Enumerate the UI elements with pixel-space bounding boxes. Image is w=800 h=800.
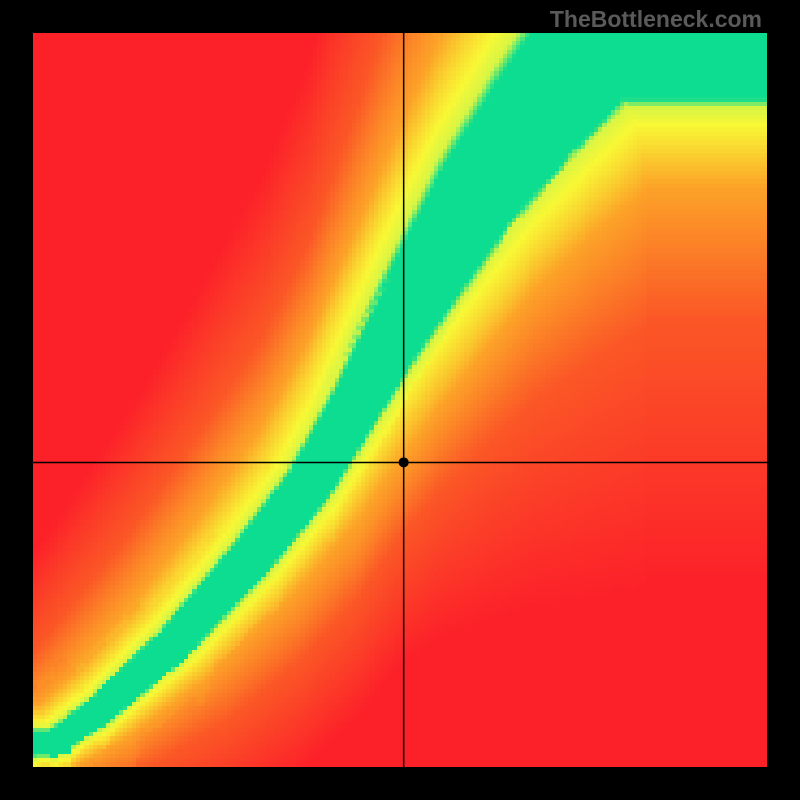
heatmap-canvas (0, 0, 800, 800)
watermark-text: TheBottleneck.com (550, 6, 762, 33)
heatmap-chart: TheBottleneck.com (0, 0, 800, 800)
